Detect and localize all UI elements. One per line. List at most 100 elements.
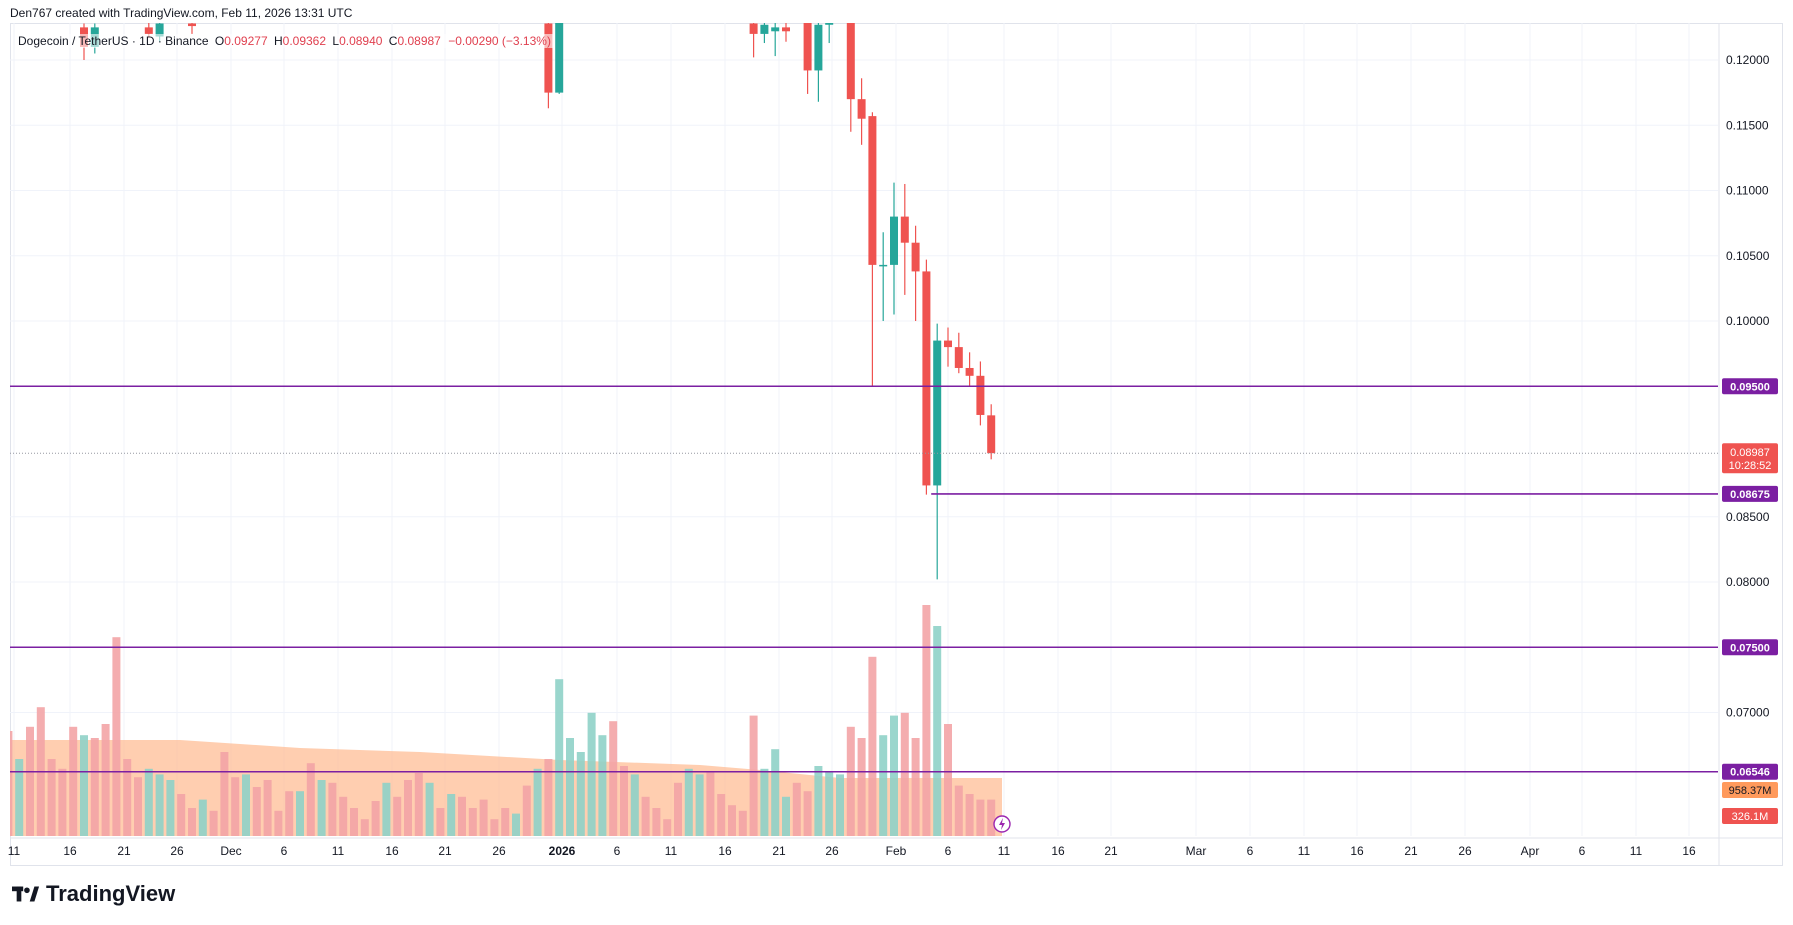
chart-credit: Den767 created with TradingView.com, Feb…	[10, 6, 353, 20]
volume-bar	[846, 726, 855, 836]
volume-bar	[598, 735, 607, 836]
grid-lines	[10, 23, 1718, 836]
volume-bar	[101, 724, 110, 836]
volume-bar	[738, 810, 747, 836]
event-flash-icon	[993, 815, 1011, 833]
volume-bar	[501, 808, 510, 836]
date-tick-label: Feb	[886, 844, 907, 858]
level-label-bg	[1722, 763, 1778, 780]
open-label: O	[214, 34, 225, 48]
candle-body	[879, 264, 888, 267]
volume-bar	[47, 759, 56, 836]
level-label-bg	[1722, 639, 1778, 656]
open-value: 0.09277	[224, 34, 268, 48]
volume-bar	[490, 819, 499, 836]
symbol-legend[interactable]: Dogecoin / TetherUS · 1D · Binance O0.09…	[18, 34, 555, 48]
price-tick-label: 0.11500	[1726, 118, 1769, 132]
volume-bar	[911, 738, 920, 836]
volume-bar	[890, 715, 898, 836]
volume-label-bg	[1722, 782, 1778, 798]
volume-bar	[90, 738, 99, 836]
date-tick-label: Dec	[220, 844, 241, 858]
date-tick-label: 26	[170, 844, 184, 858]
tradingview-brand[interactable]: TradingView	[12, 880, 175, 908]
date-axis: 11 16 21 26 Dec 6 11 16 21 26 2026 6 11 16 21 26 Feb 6 11 1…	[8, 837, 1783, 858]
date-tick-label: 26	[492, 844, 506, 858]
candle-body	[846, 23, 855, 100]
volume-bar	[414, 773, 423, 836]
volume-bar	[123, 759, 132, 836]
volume-bar	[641, 796, 650, 836]
date-tick-label: 11	[1298, 844, 1311, 858]
volume-bar	[350, 808, 358, 836]
volume-bar	[609, 721, 618, 836]
volume-bar	[306, 763, 315, 836]
date-tick-label: 26	[825, 844, 839, 858]
volume-bar	[425, 782, 434, 836]
volume-bar	[620, 766, 628, 836]
volume-bar	[177, 794, 186, 836]
volume-bar	[566, 738, 574, 836]
candle-body	[771, 27, 780, 32]
candle-body	[922, 271, 931, 486]
brand-name: TradingView	[46, 881, 176, 906]
high-value: 0.09362	[282, 34, 327, 48]
volume-bar	[69, 726, 78, 836]
low-value: 0.08940	[339, 34, 383, 48]
volume-bar	[166, 780, 175, 836]
volume-bar	[879, 735, 888, 836]
volume-label-bg	[1722, 808, 1778, 824]
date-tick-label: 6	[614, 844, 621, 858]
volume-bar	[749, 715, 758, 836]
candle-body	[857, 99, 866, 119]
price-tick-label: 0.08500	[1726, 510, 1770, 524]
volume-bar	[155, 774, 164, 836]
level-label-text: 0.08675	[1730, 489, 1770, 501]
volume-bar	[944, 724, 952, 836]
candle-body	[782, 27, 790, 32]
volume-bar	[695, 774, 704, 836]
candle-body	[868, 116, 877, 265]
volume-bar	[134, 777, 142, 836]
candle-body	[188, 23, 196, 27]
volume-bar	[933, 626, 942, 836]
candle-body	[544, 23, 553, 93]
volume-bar	[630, 774, 639, 836]
level-label-text: 0.09500	[1730, 381, 1770, 393]
volume-bar	[814, 766, 823, 836]
date-tick-label: 6	[1247, 844, 1254, 858]
volume-bar	[317, 780, 326, 836]
volume-bar	[674, 782, 682, 836]
level-label-bg	[1722, 378, 1778, 395]
last-price-text: 0.08987	[1730, 447, 1770, 459]
volume-bar	[198, 799, 207, 836]
price-tick-label: 0.08000	[1726, 575, 1770, 589]
candle-body	[954, 347, 963, 368]
level-price-label: 0.09500	[1722, 378, 1778, 395]
volume-bar	[706, 771, 715, 836]
price-tick-label: 0.10000	[1726, 314, 1770, 328]
volume-bar	[760, 768, 769, 836]
volume-axis-label: 326.1M	[1722, 808, 1778, 824]
date-tick-label: 16	[718, 844, 732, 858]
date-tick-label: 21	[438, 844, 452, 858]
volume-bar	[857, 738, 866, 836]
candle-body	[144, 27, 153, 34]
volume-bar	[10, 731, 13, 836]
change-value: −0.00290 (−3.13%)	[448, 34, 551, 48]
volume-bar	[26, 726, 34, 836]
volume-bar	[544, 759, 553, 836]
price-tick-label: 0.10500	[1726, 249, 1770, 263]
level-price-label: 0.06546	[1722, 763, 1778, 780]
close-value: 0.08987	[397, 34, 441, 48]
date-tick-label: 26	[1458, 844, 1472, 858]
date-tick-label: 21	[1404, 844, 1418, 858]
volume-bar	[900, 712, 909, 836]
symbol-name: Dogecoin / TetherUS · 1D · Binance	[18, 34, 209, 48]
bar-countdown-text: 10:28:52	[1729, 460, 1772, 472]
volume-bar	[587, 712, 596, 836]
date-tick-label: 16	[1350, 844, 1364, 858]
level-price-label: 0.07500	[1722, 639, 1778, 656]
